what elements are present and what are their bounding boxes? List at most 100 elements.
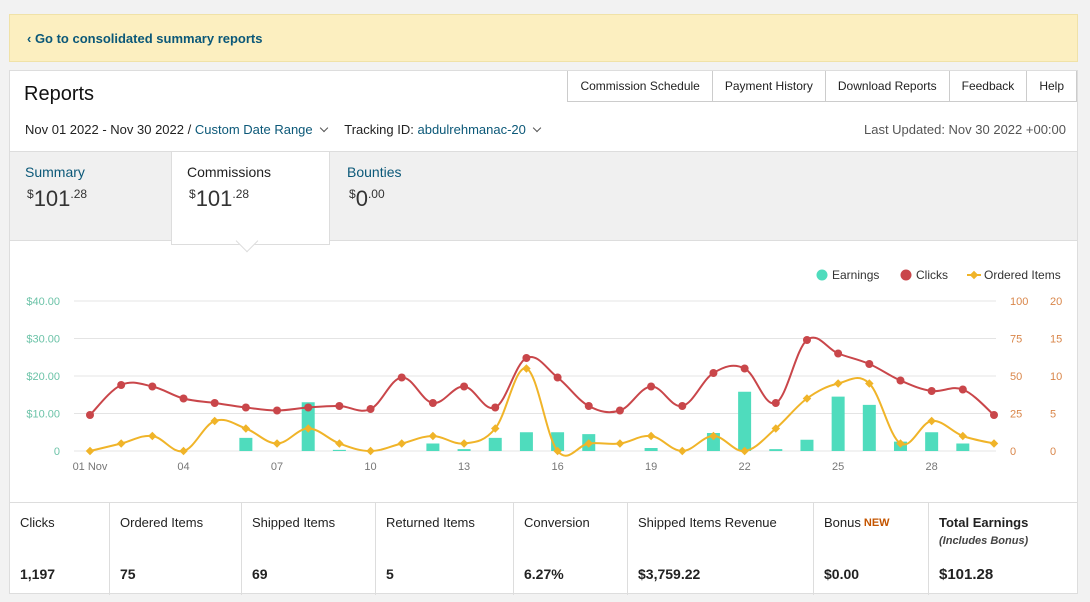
x-tick-label: 04 bbox=[177, 461, 189, 473]
bounties-label: Bounties bbox=[347, 164, 402, 180]
date-mode-dropdown[interactable]: Custom Date Range bbox=[194, 122, 313, 137]
summary-bar: Summary $101.28 Commissions $101.28 Boun… bbox=[10, 151, 1077, 245]
earnings-bar bbox=[956, 443, 970, 451]
filter-row: Nov 01 2022 - Nov 30 2022 / Custom Date … bbox=[25, 122, 546, 137]
stat-conversion: Conversion 6.27% bbox=[514, 503, 628, 595]
clicks-point bbox=[615, 406, 624, 415]
ordered-items-point bbox=[709, 431, 718, 441]
earnings-bar bbox=[831, 396, 845, 451]
earnings-bar bbox=[738, 391, 752, 451]
chart-svg: 0 0 0 $10.00 25 5 $20.00 50 10 $30.00 75 15 $40.00 10… bbox=[26, 268, 1062, 473]
y-mid-tick-label: 25 bbox=[1010, 409, 1022, 421]
chevron-down-icon[interactable] bbox=[319, 123, 328, 133]
y-right-tick-label: 15 bbox=[1050, 334, 1062, 346]
tab-summary[interactable]: Summary $101.28 bbox=[10, 152, 171, 240]
tab-download-reports[interactable]: Download Reports bbox=[824, 71, 950, 102]
ordered-items-point bbox=[179, 446, 188, 456]
clicks-point bbox=[273, 406, 282, 415]
clicks-point bbox=[709, 369, 718, 377]
clicks-point bbox=[86, 411, 94, 419]
ordered-items-point bbox=[303, 424, 313, 433]
clicks-point bbox=[428, 399, 437, 407]
ordered-items-point bbox=[397, 439, 406, 448]
ordered-items-point bbox=[459, 439, 469, 448]
ordered-items-point bbox=[896, 439, 905, 448]
ordered-items-point bbox=[615, 439, 625, 448]
chevron-down-icon[interactable] bbox=[532, 123, 542, 133]
clicks-point bbox=[335, 402, 344, 410]
tab-feedback[interactable]: Feedback bbox=[948, 71, 1028, 102]
earnings-bar bbox=[488, 437, 502, 451]
ordered-items-point bbox=[584, 439, 594, 448]
clicks-point bbox=[865, 360, 874, 368]
clicks-point bbox=[990, 411, 998, 419]
stat-ordered-items: Ordered Items 75 bbox=[110, 503, 242, 595]
x-tick-label: 16 bbox=[551, 461, 563, 473]
legend-marker bbox=[816, 269, 828, 281]
ordered-items-point bbox=[366, 446, 375, 456]
ordered-items-point bbox=[865, 379, 874, 388]
clicks-point bbox=[522, 354, 531, 362]
y-right-tick-label: 20 bbox=[1050, 296, 1062, 308]
y-left-tick-label: $30.00 bbox=[26, 334, 60, 346]
x-tick-label: 19 bbox=[645, 461, 657, 473]
consolidated-summary-link[interactable]: ‹ Go to consolidated summary reports bbox=[27, 31, 263, 46]
y-left-tick-label: $10.00 bbox=[26, 409, 60, 421]
clicks-point bbox=[304, 403, 313, 412]
clicks-point bbox=[584, 402, 593, 410]
clicks-point bbox=[210, 399, 219, 407]
consolidated-banner: ‹ Go to consolidated summary reports bbox=[9, 14, 1078, 62]
ordered-items-point bbox=[646, 431, 656, 441]
clicks-point bbox=[397, 373, 406, 382]
commissions-amount: $101.28 bbox=[189, 186, 250, 211]
legend-label: Ordered Items bbox=[984, 268, 1061, 282]
clicks-point bbox=[179, 394, 188, 403]
earnings-chart: 0 0 0 $10.00 25 5 $20.00 50 10 $30.00 75 15 $40.00 10… bbox=[10, 247, 1077, 502]
legend-marker bbox=[969, 270, 979, 280]
ordered-items-point bbox=[85, 446, 95, 456]
legend-label: Clicks bbox=[916, 268, 948, 282]
clicks-point bbox=[117, 381, 126, 389]
tab-commissions[interactable]: Commissions $101.28 bbox=[171, 152, 330, 245]
y-right-tick-label: 0 bbox=[1050, 446, 1056, 458]
clicks-point bbox=[647, 382, 656, 391]
tab-commission-schedule[interactable]: Commission Schedule bbox=[567, 71, 713, 102]
legend-label: Earnings bbox=[832, 268, 879, 282]
ordered-items-point bbox=[335, 439, 344, 448]
clicks-point bbox=[553, 373, 562, 382]
earnings-bar bbox=[239, 437, 253, 451]
date-range-text: Nov 01 2022 - Nov 30 2022 / bbox=[25, 122, 192, 137]
page-title: Reports bbox=[24, 83, 95, 105]
clicks-point bbox=[771, 399, 780, 407]
summary-amount: $101.28 bbox=[27, 186, 88, 211]
x-tick-label: 10 bbox=[364, 461, 376, 473]
x-tick-label: 07 bbox=[271, 461, 283, 473]
tracking-id-dropdown[interactable]: abdulrehmanac-20 bbox=[417, 122, 526, 137]
tab-help[interactable]: Help bbox=[1026, 71, 1077, 102]
ordered-items-point bbox=[989, 439, 999, 448]
reports-panel: Reports Commission Schedule Payment Hist… bbox=[9, 70, 1078, 595]
stats-row: Clicks 1,197 Ordered Items 75 Shipped Item… bbox=[10, 502, 1077, 595]
summary-label: Summary bbox=[25, 164, 85, 180]
clicks-point bbox=[148, 382, 157, 391]
earnings-bar bbox=[426, 443, 440, 451]
x-tick-label: 28 bbox=[926, 461, 938, 473]
ordered-items-point bbox=[116, 439, 126, 448]
stat-bonus: Bonus NEW $0.00 bbox=[814, 503, 929, 595]
ordered-items-point bbox=[148, 431, 157, 441]
earnings-bar bbox=[332, 449, 346, 451]
ordered-items-point bbox=[833, 379, 843, 388]
clicks-point bbox=[834, 349, 843, 358]
x-tick-label: 25 bbox=[832, 461, 844, 473]
tab-bounties[interactable]: Bounties $0.00 bbox=[332, 152, 492, 240]
clicks-point bbox=[460, 382, 469, 391]
new-badge: NEW bbox=[863, 517, 890, 529]
tab-payment-history[interactable]: Payment History bbox=[711, 71, 826, 102]
stat-shipped-revenue: Shipped Items Revenue $3,759.22 bbox=[628, 503, 814, 595]
x-tick-label: 22 bbox=[738, 461, 750, 473]
clicks-point bbox=[802, 336, 811, 344]
y-mid-tick-label: 75 bbox=[1010, 334, 1022, 346]
clicks-point bbox=[927, 387, 936, 395]
y-left-tick-label: $40.00 bbox=[26, 296, 60, 308]
ordered-items-point bbox=[958, 431, 968, 441]
